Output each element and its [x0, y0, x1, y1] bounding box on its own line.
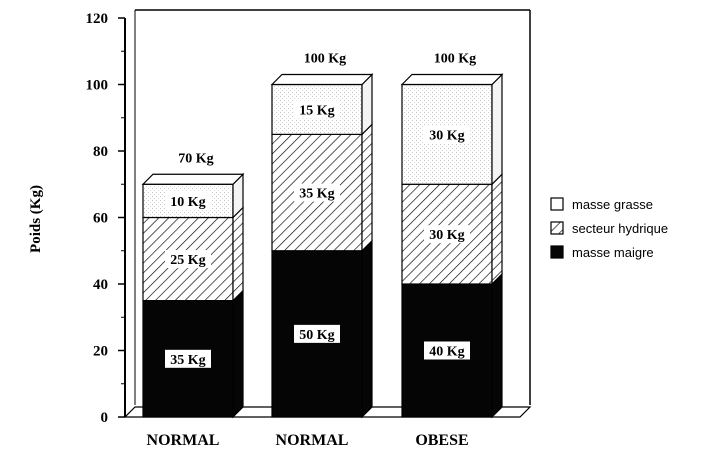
bar-top-face — [400, 73, 504, 86]
data-label-box — [424, 125, 470, 144]
bar-segment-side — [232, 289, 244, 419]
data-label: 30 Kg — [429, 228, 464, 243]
y-tick-label: 120 — [86, 11, 109, 27]
legend-swatch — [550, 245, 564, 259]
legend: masse grasse secteur hydrique masse maigre — [550, 197, 668, 260]
data-label: 30 Kg — [429, 128, 464, 143]
y-axis-label: Poids (Kg) — [28, 185, 44, 253]
data-label-box — [424, 341, 470, 360]
data-label-box — [165, 349, 211, 368]
data-label-box — [424, 225, 470, 244]
data-label: 15 Kg — [299, 103, 334, 118]
y-tick-label: 40 — [93, 277, 108, 293]
data-label-box — [294, 100, 340, 119]
legend-label: secteur hydrique — [572, 221, 668, 236]
bar-segment-side — [491, 272, 503, 419]
bar-segment-side — [361, 239, 373, 419]
bar-total-label: 100 Kg — [434, 52, 476, 67]
bar-segment-side — [232, 206, 244, 303]
data-label-box — [294, 183, 340, 202]
bar-top-face — [270, 73, 374, 86]
y-tick-label: 0 — [101, 410, 109, 426]
data-label: 25 Kg — [170, 253, 205, 268]
bar-total-label: 100 Kg — [304, 52, 346, 67]
legend-label: masse maigre — [572, 245, 654, 260]
legend-swatch — [550, 197, 564, 211]
bar-segment-side — [491, 172, 503, 286]
bar-total-label: 70 Kg — [178, 151, 213, 166]
bars-group: 35 Kg 25 Kg 10 Kg 70 Kg NORMAL 50 Kg 35 Kg 15 K… — [141, 52, 504, 449]
bar-segment-side — [491, 73, 503, 186]
x-category-label: NORMAL — [276, 432, 349, 449]
data-label-box — [294, 324, 340, 343]
data-label: 35 Kg — [170, 353, 205, 368]
y-axis-ticks: 0 20 40 60 80 100 120 — [86, 11, 125, 426]
y-tick-label: 60 — [93, 211, 108, 227]
bar-top-face — [141, 173, 245, 185]
y-tick-label: 20 — [93, 344, 108, 360]
data-label: 40 Kg — [429, 345, 464, 360]
x-category-label: NORMAL — [147, 432, 220, 449]
legend-label: masse grasse — [572, 197, 653, 212]
data-label: 35 Kg — [299, 187, 334, 202]
y-tick-label: 100 — [86, 78, 109, 94]
bar-segment-side — [361, 122, 373, 253]
data-label: 10 Kg — [170, 195, 205, 210]
legend-swatch — [550, 221, 564, 235]
data-label-box — [165, 191, 211, 210]
data-label: 50 Kg — [299, 328, 334, 343]
y-tick-label: 80 — [93, 144, 108, 160]
data-label-box — [165, 250, 211, 269]
x-category-label: OBESE — [415, 432, 468, 449]
